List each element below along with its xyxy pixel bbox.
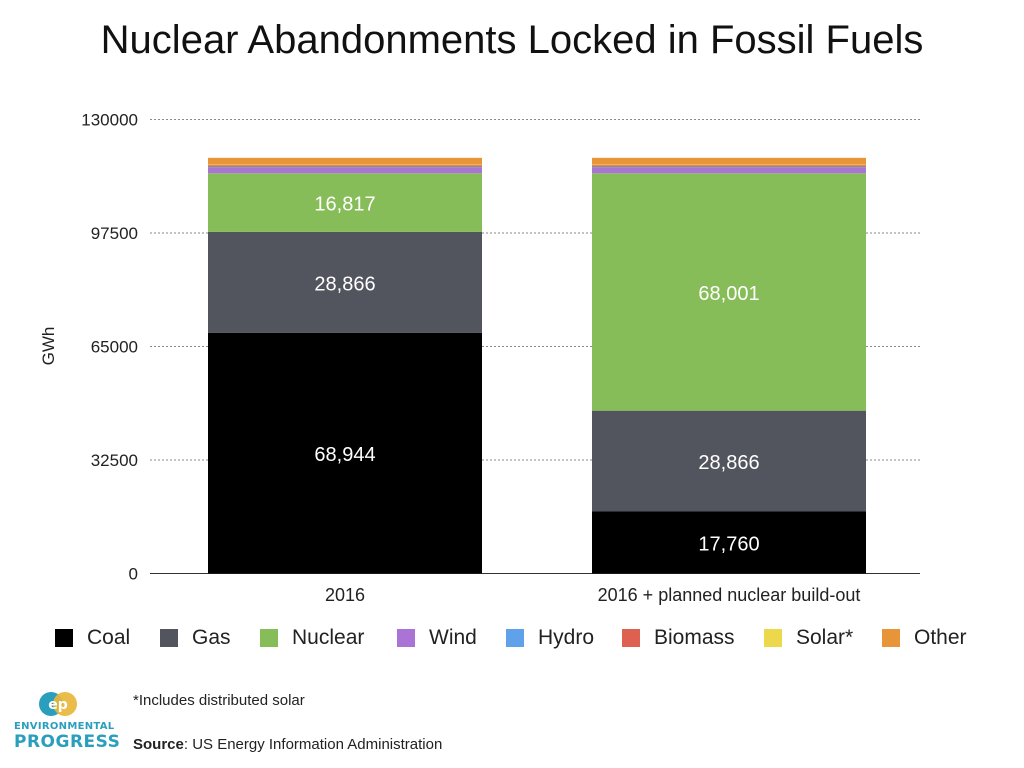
bar-segment-nuclear-1: [592, 173, 866, 411]
bar-segment-biomass-1: [592, 165, 866, 167]
legend-swatch: [55, 629, 73, 647]
legend-label: Hydro: [538, 626, 595, 649]
footnote: *Includes distributed solar: [133, 692, 305, 709]
legend-item-gas: Gas: [160, 626, 231, 650]
bar-segment-gas-0: [208, 231, 482, 333]
data-label-coal-0: 68,944: [314, 444, 375, 466]
data-label-gas-1: 28,866: [698, 452, 759, 474]
x-category-label: 2016 + planned nuclear build-out: [598, 585, 861, 605]
bar-segment-solar-1: [592, 164, 866, 166]
legend-label: Nuclear: [292, 626, 365, 649]
y-tick-label: 65000: [91, 338, 138, 357]
source-text: : US Energy Information Administration: [183, 736, 443, 753]
legend-item-solar: Solar*: [764, 626, 853, 650]
environmental-progress-logo: ep ENVIRONMENTAL PROGRESS: [14, 690, 121, 752]
legend-item-wind: Wind: [397, 626, 477, 650]
bar-segment-biomass-0: [208, 165, 482, 167]
logo-mark-text: ep: [48, 697, 68, 713]
legend-item-other: Other: [882, 626, 967, 650]
legend-swatch: [260, 629, 278, 647]
legend-swatch: [764, 629, 782, 647]
data-label-gas-0: 28,866: [314, 273, 375, 295]
bar-segment-coal-1: [592, 511, 866, 574]
y-tick-label: 0: [129, 565, 138, 584]
source-note: Source: US Energy Information Administra…: [133, 736, 442, 753]
logo-text-progress: PROGRESS: [14, 732, 121, 752]
x-category-label: 2016: [325, 585, 365, 605]
legend-swatch: [397, 629, 415, 647]
legend-label: Coal: [87, 626, 131, 649]
y-tick-label: 32500: [91, 451, 138, 470]
ep-logo-icon: ep: [39, 692, 77, 716]
chart-title: Nuclear Abandonments Locked in Fossil Fu…: [100, 18, 924, 62]
bar-segment-coal-0: [208, 332, 482, 574]
legend-swatch: [882, 629, 900, 647]
y-tick-label: 97500: [91, 224, 138, 243]
legend-label: Wind: [429, 626, 477, 649]
legend-label: Gas: [192, 626, 231, 649]
source-label: Source: [133, 736, 184, 753]
bar-segment-other-1: [592, 157, 866, 165]
legend-swatch: [160, 629, 178, 647]
legend-item-nuclear: Nuclear: [260, 626, 364, 650]
legend-label: Biomass: [654, 626, 735, 649]
data-label-nuclear-0: 16,817: [314, 194, 375, 216]
bar-segment-solar-0: [208, 164, 482, 166]
legend-item-biomass: Biomass: [622, 626, 735, 650]
bar-segment-hydro-1: [592, 166, 866, 168]
bar-segment-nuclear-0: [208, 173, 482, 232]
bar-segment-other-0: [208, 157, 482, 165]
legend-label: Solar*: [796, 626, 854, 649]
data-label-nuclear-1: 68,001: [698, 283, 759, 305]
bar-segment-hydro-0: [208, 166, 482, 168]
legend-label: Other: [914, 626, 967, 649]
y-tick-label: 130000: [81, 111, 138, 130]
logo-text-environmental: ENVIRONMENTAL: [14, 721, 115, 732]
legend-swatch: [622, 629, 640, 647]
data-label-coal-1: 17,760: [698, 533, 759, 555]
legend-item-hydro: Hydro: [506, 626, 594, 650]
legend-item-coal: Coal: [55, 626, 130, 650]
bar-segment-wind-0: [208, 167, 482, 174]
y-axis-label: GWh: [39, 327, 58, 366]
bar-segment-wind-1: [592, 167, 866, 174]
legend-swatch: [506, 629, 524, 647]
bar-segment-gas-1: [592, 410, 866, 512]
chart-legend: Coal Gas Nuclear Wind Hydro Biomass Solar* Othe…: [0, 626, 1024, 656]
stacked-bar-chart: 0 32500 65000 97500 130000 GWh 68,944 28,866 16,…: [39, 111, 920, 605]
